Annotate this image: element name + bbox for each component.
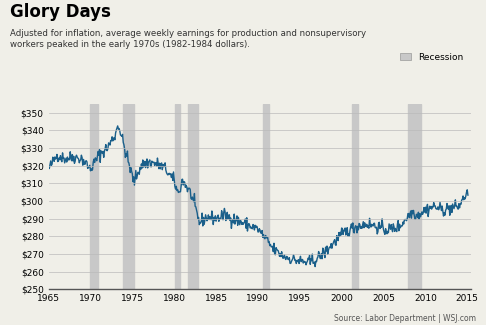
Bar bbox=[352, 104, 358, 289]
Bar bbox=[263, 104, 269, 289]
Text: Source: Labor Department | WSJ.com: Source: Labor Department | WSJ.com bbox=[334, 314, 476, 323]
Text: Glory Days: Glory Days bbox=[10, 3, 111, 21]
Text: Adjusted for inflation, average weekly earnings for production and nonsupervisor: Adjusted for inflation, average weekly e… bbox=[10, 29, 366, 49]
Bar bbox=[188, 104, 198, 289]
Bar bbox=[89, 104, 98, 289]
Legend: Recession: Recession bbox=[397, 49, 467, 65]
Bar bbox=[175, 104, 180, 289]
Bar bbox=[123, 104, 134, 289]
Bar bbox=[408, 104, 421, 289]
